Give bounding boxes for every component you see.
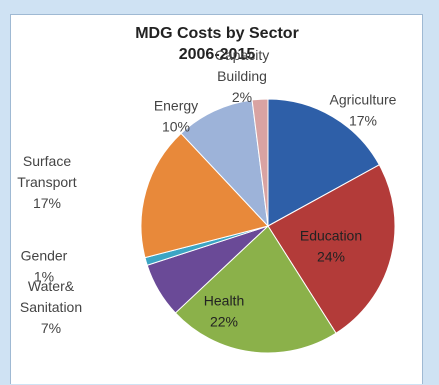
slice-label: Education 24% [300,228,362,265]
pie-slice [174,225,337,354]
slice-label: Health 22% [204,293,244,330]
pie-slice [140,132,269,259]
pie-slice [180,99,269,228]
pie-slices [140,98,396,354]
slice-label: Gender 1% [21,248,68,285]
slice-labels: Agriculture 17% Education 24% Health 22% Water… [17,47,396,336]
pie-slice [267,98,380,227]
slice-label: Water& Sanitation 7% [20,278,82,336]
chart-subtitle: 2006-2015 [179,46,256,63]
slice-label: Agriculture 17% [330,92,397,129]
chart-panel: MDG Costs by Sector 2006-2015 Agricultur… [10,14,423,384]
pie-slice [251,98,269,227]
slice-label: Capacity Building 2% [215,47,269,105]
pie-chart: MDG Costs by Sector 2006-2015 Agricultur… [17,25,397,354]
chart-title: MDG Costs by Sector [135,25,299,42]
slice-label: Energy 10% [154,98,198,135]
pie-slice [267,164,396,334]
slice-label: Surface Transport 17% [17,153,77,211]
